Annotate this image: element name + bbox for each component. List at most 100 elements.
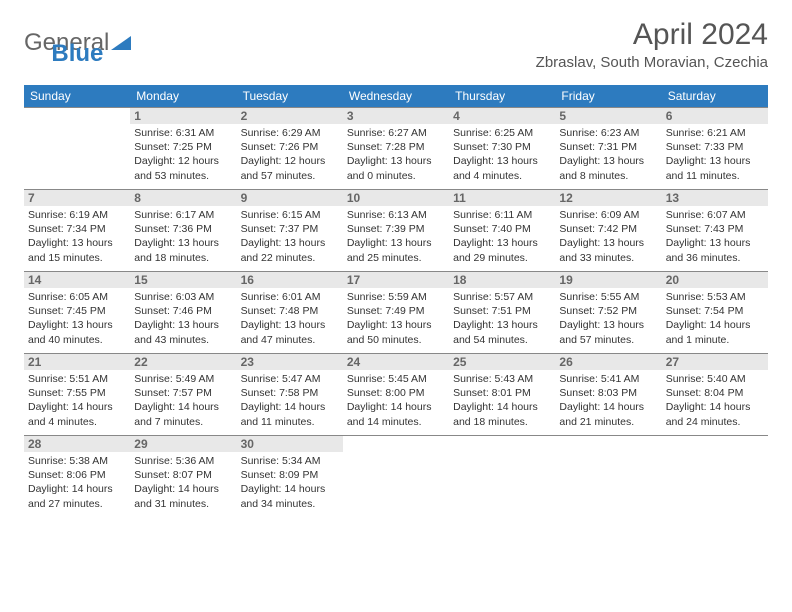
day-number: 9 — [237, 190, 343, 206]
calendar-table: Sunday Monday Tuesday Wednesday Thursday… — [24, 85, 768, 518]
day-info: Sunrise: 5:34 AMSunset: 8:09 PMDaylight:… — [241, 454, 339, 511]
calendar-cell — [662, 436, 768, 518]
day-info: Sunrise: 6:27 AMSunset: 7:28 PMDaylight:… — [347, 126, 445, 183]
day-header: Saturday — [662, 85, 768, 108]
day-info: Sunrise: 5:40 AMSunset: 8:04 PMDaylight:… — [666, 372, 764, 429]
calendar-cell: 12 Sunrise: 6:09 AMSunset: 7:42 PMDayligh… — [555, 190, 661, 272]
calendar-week-row: 1 Sunrise: 6:31 AMSunset: 7:25 PMDaylight… — [24, 108, 768, 190]
calendar-cell — [24, 108, 130, 190]
day-info: Sunrise: 5:38 AMSunset: 8:06 PMDaylight:… — [28, 454, 126, 511]
day-number: 21 — [24, 354, 130, 370]
calendar-cell: 10 Sunrise: 6:13 AMSunset: 7:39 PMDayligh… — [343, 190, 449, 272]
day-info: Sunrise: 6:15 AMSunset: 7:37 PMDaylight:… — [241, 208, 339, 265]
calendar-cell: 15 Sunrise: 6:03 AMSunset: 7:46 PMDayligh… — [130, 272, 236, 354]
calendar-cell: 9 Sunrise: 6:15 AMSunset: 7:37 PMDaylight… — [237, 190, 343, 272]
calendar-cell: 22 Sunrise: 5:49 AMSunset: 7:57 PMDayligh… — [130, 354, 236, 436]
day-number: 30 — [237, 436, 343, 452]
logo-text-blue: Blue — [51, 40, 103, 68]
calendar-cell: 25Sunrise: 5:43 AMSunset: 8:01 PMDayligh… — [449, 354, 555, 436]
day-number: 23 — [237, 354, 343, 370]
day-number: 10 — [343, 190, 449, 206]
day-number: 13 — [662, 190, 768, 206]
calendar-cell: 3 Sunrise: 6:27 AMSunset: 7:28 PMDaylight… — [343, 108, 449, 190]
calendar-cell: 27 Sunrise: 5:40 AMSunset: 8:04 PMDayligh… — [662, 354, 768, 436]
calendar-cell: 1 Sunrise: 6:31 AMSunset: 7:25 PMDaylight… — [130, 108, 236, 190]
day-number: 18 — [449, 272, 555, 288]
calendar-week-row: 7Sunrise: 6:19 AMSunset: 7:34 PMDaylight… — [24, 190, 768, 272]
day-number: 6 — [662, 108, 768, 124]
calendar-cell: 30 Sunrise: 5:34 AMSunset: 8:09 PMDayligh… — [237, 436, 343, 518]
day-info: Sunrise: 5:49 AMSunset: 7:57 PMDaylight:… — [134, 372, 232, 429]
day-info: Sunrise: 6:23 AMSunset: 7:31 PMDaylight:… — [559, 126, 657, 183]
calendar-cell: 20 Sunrise: 5:53 AMSunset: 7:54 PMDayligh… — [662, 272, 768, 354]
calendar-cell — [555, 436, 661, 518]
day-number: 29 — [130, 436, 236, 452]
day-info: Sunrise: 6:01 AMSunset: 7:48 PMDaylight:… — [241, 290, 339, 347]
calendar-cell: 21 Sunrise: 5:51 AMSunset: 7:55 PMDayligh… — [24, 354, 130, 436]
day-number: 4 — [449, 108, 555, 124]
day-number: 20 — [662, 272, 768, 288]
day-number: 27 — [662, 354, 768, 370]
day-info: Sunrise: 5:51 AMSunset: 7:55 PMDaylight:… — [28, 372, 126, 429]
day-info: Sunrise: 5:55 AMSunset: 7:52 PMDaylight:… — [559, 290, 657, 347]
calendar-cell: 16 Sunrise: 6:01 AMSunset: 7:48 PMDayligh… — [237, 272, 343, 354]
day-number: 5 — [555, 108, 661, 124]
calendar-body: 1 Sunrise: 6:31 AMSunset: 7:25 PMDaylight… — [24, 108, 768, 518]
day-info: Sunrise: 6:05 AMSunset: 7:45 PMDaylight:… — [28, 290, 126, 347]
day-number: 22 — [130, 354, 236, 370]
day-number: 25 — [449, 354, 555, 370]
day-info: Sunrise: 6:03 AMSunset: 7:46 PMDaylight:… — [134, 290, 232, 347]
day-number: 2 — [237, 108, 343, 124]
calendar-cell — [343, 436, 449, 518]
calendar-cell: 13Sunrise: 6:07 AMSunset: 7:43 PMDayligh… — [662, 190, 768, 272]
day-info: Sunrise: 5:36 AMSunset: 8:07 PMDaylight:… — [134, 454, 232, 511]
day-info: Sunrise: 6:09 AMSunset: 7:42 PMDaylight:… — [559, 208, 657, 265]
calendar-week-row: 28 Sunrise: 5:38 AMSunset: 8:06 PMDayligh… — [24, 436, 768, 518]
day-info: Sunrise: 5:41 AMSunset: 8:03 PMDaylight:… — [559, 372, 657, 429]
title-block: April 2024 Zbraslav, South Moravian, Cze… — [536, 18, 768, 71]
day-info: Sunrise: 6:31 AMSunset: 7:25 PMDaylight:… — [134, 126, 232, 183]
calendar-cell: 28 Sunrise: 5:38 AMSunset: 8:06 PMDayligh… — [24, 436, 130, 518]
day-info: Sunrise: 5:45 AMSunset: 8:00 PMDaylight:… — [347, 372, 445, 429]
calendar-cell — [449, 436, 555, 518]
day-header: Tuesday — [237, 85, 343, 108]
day-header: Thursday — [449, 85, 555, 108]
day-number: 1 — [130, 108, 236, 124]
calendar-cell: 29 Sunrise: 5:36 AMSunset: 8:07 PMDayligh… — [130, 436, 236, 518]
day-header: Friday — [555, 85, 661, 108]
calendar-header-row: Sunday Monday Tuesday Wednesday Thursday… — [24, 85, 768, 108]
calendar-cell: 2 Sunrise: 6:29 AMSunset: 7:26 PMDaylight… — [237, 108, 343, 190]
day-info: Sunrise: 5:57 AMSunset: 7:51 PMDaylight:… — [453, 290, 551, 347]
calendar-cell: 8Sunrise: 6:17 AMSunset: 7:36 PMDaylight… — [130, 190, 236, 272]
day-number: 19 — [555, 272, 661, 288]
calendar-cell: 24 Sunrise: 5:45 AMSunset: 8:00 PMDayligh… — [343, 354, 449, 436]
page-title: April 2024 — [536, 18, 768, 52]
calendar-cell: 18 Sunrise: 5:57 AMSunset: 7:51 PMDayligh… — [449, 272, 555, 354]
calendar-cell: 6 Sunrise: 6:21 AMSunset: 7:33 PMDaylight… — [662, 108, 768, 190]
day-number: 11 — [449, 190, 555, 206]
day-number: 3 — [343, 108, 449, 124]
day-info: Sunrise: 5:47 AMSunset: 7:58 PMDaylight:… — [241, 372, 339, 429]
day-header: Monday — [130, 85, 236, 108]
day-number: 16 — [237, 272, 343, 288]
day-number: 28 — [24, 436, 130, 452]
calendar-week-row: 21 Sunrise: 5:51 AMSunset: 7:55 PMDayligh… — [24, 354, 768, 436]
logo-triangle-icon — [111, 34, 133, 52]
day-number: 15 — [130, 272, 236, 288]
day-info: Sunrise: 6:19 AMSunset: 7:34 PMDaylight:… — [28, 208, 126, 265]
day-info: Sunrise: 5:59 AMSunset: 7:49 PMDaylight:… — [347, 290, 445, 347]
day-info: Sunrise: 6:21 AMSunset: 7:33 PMDaylight:… — [666, 126, 764, 183]
day-number: 8 — [130, 190, 236, 206]
calendar-cell: 5 Sunrise: 6:23 AMSunset: 7:31 PMDaylight… — [555, 108, 661, 190]
day-number: 14 — [24, 272, 130, 288]
calendar-cell: 23 Sunrise: 5:47 AMSunset: 7:58 PMDayligh… — [237, 354, 343, 436]
day-header: Wednesday — [343, 85, 449, 108]
calendar-cell: 4Sunrise: 6:25 AMSunset: 7:30 PMDaylight… — [449, 108, 555, 190]
day-info: Sunrise: 6:13 AMSunset: 7:39 PMDaylight:… — [347, 208, 445, 265]
day-number: 17 — [343, 272, 449, 288]
day-number: 26 — [555, 354, 661, 370]
day-info: Sunrise: 5:53 AMSunset: 7:54 PMDaylight:… — [666, 290, 764, 347]
day-number: 24 — [343, 354, 449, 370]
day-number: 12 — [555, 190, 661, 206]
day-info: Sunrise: 6:29 AMSunset: 7:26 PMDaylight:… — [241, 126, 339, 183]
